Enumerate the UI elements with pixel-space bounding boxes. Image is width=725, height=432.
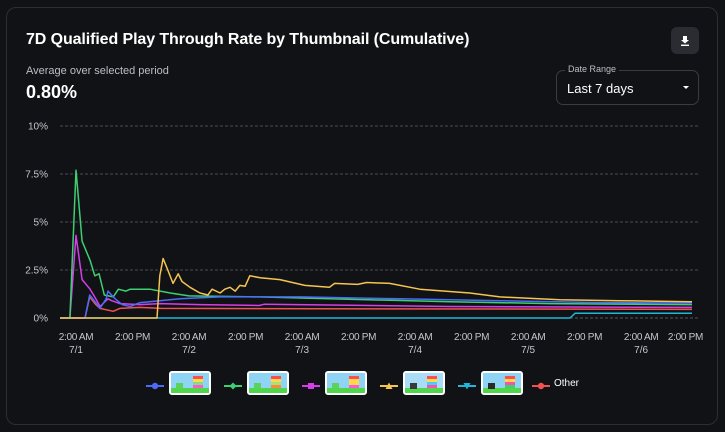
x-tick-label: 2:00 AM <box>398 332 433 343</box>
x-tick-label: 2:00 AM <box>285 332 320 343</box>
y-tick-label: 5% <box>34 218 49 229</box>
series-line-thumbnail-3 <box>60 234 693 319</box>
series-line-thumbnail-2 <box>60 169 693 319</box>
x-tick-date-label: 7/5 <box>521 345 535 356</box>
legend-item[interactable]: Other <box>532 369 579 397</box>
x-tick-date-label: 7/6 <box>634 345 648 356</box>
x-tick-label: 2:00 PM <box>567 332 602 343</box>
date-range-select[interactable]: Date Range Last 7 days <box>556 64 699 105</box>
thumbnail-image <box>481 371 523 395</box>
diamond-marker-icon <box>224 378 242 390</box>
legend-item[interactable] <box>380 369 445 397</box>
legend-label: Other <box>554 377 580 389</box>
date-range-value: Last 7 days <box>567 81 634 96</box>
download-button[interactable] <box>671 27 699 54</box>
y-tick-label: 7.5% <box>25 170 48 181</box>
triangle-down-marker-icon <box>458 378 476 390</box>
download-icon <box>681 35 689 46</box>
line-chart: 0% 2.5% 5% 7.5% 10% 2:00 AM 7/1 2:00 PM 2:00 AM 7… <box>25 122 703 357</box>
square-marker-icon <box>302 378 320 389</box>
x-tick-label: 2:00 PM <box>115 332 150 343</box>
series-line-thumbnail-5 <box>60 312 692 319</box>
triangle-up-marker-icon <box>380 378 398 389</box>
x-tick-label: 2:00 PM <box>228 332 263 343</box>
thumbnail-image <box>325 371 367 395</box>
x-tick-date-label: 7/4 <box>408 345 422 356</box>
caret-down-icon <box>683 86 689 89</box>
legend-item[interactable] <box>458 369 523 397</box>
x-tick-label: 2:00 PM <box>454 332 489 343</box>
legend-item[interactable] <box>146 369 211 397</box>
x-tick-label: 2:00 AM <box>511 332 546 343</box>
x-tick-label: 2:00 AM <box>172 332 207 343</box>
x-tick-label: 2:00 PM <box>668 332 703 343</box>
x-tick-label: 2:00 PM <box>341 332 376 343</box>
thumbnail-image <box>403 371 445 395</box>
average-value: 0.80% <box>26 82 78 102</box>
y-tick-label: 2.5% <box>25 266 48 277</box>
y-tick-label: 0% <box>34 314 49 325</box>
chart-legend: Other <box>0 369 725 399</box>
legend-item[interactable] <box>302 369 367 397</box>
legend-item[interactable] <box>224 369 289 397</box>
chart-title: 7D Qualified Play Through Rate by Thumbn… <box>26 31 470 48</box>
circle-marker-icon <box>532 378 550 390</box>
circle-marker-icon <box>146 378 164 390</box>
thumbnail-image <box>169 371 211 395</box>
y-tick-label: 10% <box>28 122 48 133</box>
chart-card <box>6 7 718 425</box>
x-tick-date-label: 7/1 <box>69 345 83 356</box>
average-label: Average over selected period <box>26 65 169 77</box>
x-tick-label: 2:00 AM <box>624 332 659 343</box>
date-range-label: Date Range <box>565 64 620 74</box>
series-line-thumbnail-1 <box>60 290 693 319</box>
thumbnail-image <box>247 371 289 395</box>
series-line-thumbnail-4 <box>60 257 693 319</box>
x-tick-date-label: 7/3 <box>295 345 309 356</box>
x-tick-label: 2:00 AM <box>59 332 94 343</box>
x-tick-date-label: 7/2 <box>182 345 196 356</box>
